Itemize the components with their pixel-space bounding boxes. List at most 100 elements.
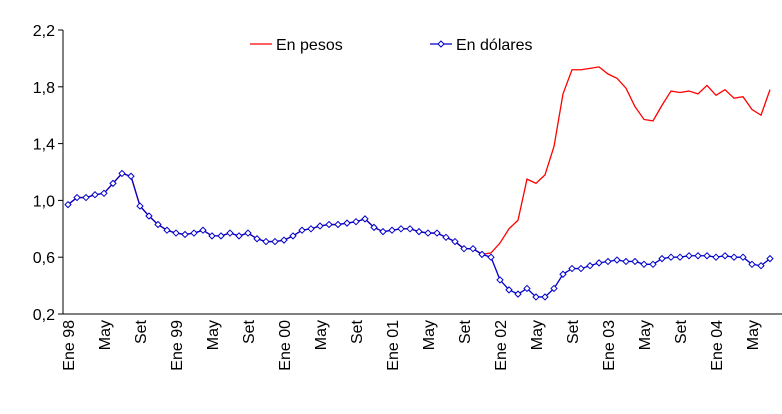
point-marker xyxy=(658,254,666,263)
point-marker xyxy=(199,226,207,234)
point-marker xyxy=(739,253,747,261)
point-marker xyxy=(604,257,612,266)
point-marker xyxy=(352,217,360,226)
point-marker xyxy=(748,260,756,269)
point-marker xyxy=(595,259,603,267)
point-marker xyxy=(559,270,567,278)
point-marker xyxy=(532,293,540,301)
y-tick-label: 0,6 xyxy=(33,250,55,267)
y-tick-label: 1,0 xyxy=(33,193,55,210)
point-marker xyxy=(712,253,720,261)
point-marker xyxy=(298,226,306,234)
x-tick-label: Ene 01 xyxy=(385,320,402,371)
x-tick-label: Set xyxy=(673,319,690,344)
point-marker xyxy=(271,237,279,246)
x-tick-label: Ene 03 xyxy=(601,320,618,371)
point-marker xyxy=(109,179,117,188)
x-tick-label: Ene 00 xyxy=(277,320,294,371)
point-marker xyxy=(424,229,432,237)
point-marker xyxy=(235,232,243,240)
point-marker xyxy=(451,237,459,246)
point-marker xyxy=(208,232,216,240)
point-marker xyxy=(703,252,711,260)
point-marker xyxy=(154,220,162,229)
point-marker xyxy=(91,191,99,199)
x-tick-label: May xyxy=(205,320,222,350)
point-marker xyxy=(316,222,324,230)
point-marker xyxy=(262,237,270,246)
point-marker xyxy=(649,260,657,269)
point-marker xyxy=(667,253,675,261)
point-marker xyxy=(289,232,297,240)
point-marker xyxy=(172,229,180,237)
x-tick-label: Set xyxy=(565,319,582,344)
point-marker xyxy=(577,264,585,273)
point-marker xyxy=(397,225,405,233)
point-marker xyxy=(469,244,477,253)
point-marker xyxy=(118,169,126,178)
x-tick-label: Set xyxy=(349,319,366,344)
point-marker xyxy=(136,202,144,210)
point-marker xyxy=(370,223,378,232)
point-marker xyxy=(145,212,153,220)
point-marker xyxy=(613,256,621,264)
x-tick-label: Set xyxy=(241,319,258,344)
x-tick-label: Ene 04 xyxy=(709,320,726,371)
point-marker xyxy=(388,226,396,234)
x-tick-label: Set xyxy=(457,319,474,344)
series-line xyxy=(67,66,771,256)
point-marker xyxy=(487,253,495,261)
point-marker xyxy=(685,252,693,260)
point-marker xyxy=(766,254,774,263)
y-tick-label: 1,4 xyxy=(33,137,55,154)
point-marker xyxy=(100,189,108,198)
point-marker xyxy=(82,193,90,202)
point-marker xyxy=(478,250,486,259)
point-marker xyxy=(757,262,765,270)
point-marker xyxy=(226,229,234,237)
point-marker xyxy=(379,227,387,236)
point-marker xyxy=(721,252,729,260)
point-marker xyxy=(325,220,333,229)
point-marker xyxy=(622,257,630,266)
point-marker xyxy=(73,193,81,202)
point-marker xyxy=(253,235,261,243)
y-tick-label: 0,2 xyxy=(33,307,55,324)
point-marker xyxy=(406,225,414,233)
x-tick-label: May xyxy=(637,320,654,350)
legend-label: En dólares xyxy=(456,37,533,54)
point-marker xyxy=(181,230,189,239)
y-tick-label: 1,8 xyxy=(33,80,55,97)
x-tick-label: May xyxy=(529,320,546,350)
point-marker xyxy=(505,286,513,294)
point-marker xyxy=(307,225,315,233)
point-marker xyxy=(676,253,684,261)
point-marker xyxy=(244,229,252,237)
x-tick-label: May xyxy=(421,320,438,350)
point-marker xyxy=(640,260,648,269)
point-marker xyxy=(460,244,468,253)
point-marker xyxy=(523,284,531,293)
x-tick-label: Ene 99 xyxy=(169,320,186,371)
x-tick-label: May xyxy=(745,320,762,350)
point-marker xyxy=(361,215,369,223)
point-marker xyxy=(568,264,576,273)
legend-label: En pesos xyxy=(276,37,343,54)
point-marker xyxy=(586,262,594,270)
x-tick-label: May xyxy=(313,320,330,350)
point-marker xyxy=(280,236,288,244)
x-tick-label: Set xyxy=(133,319,150,344)
point-marker xyxy=(442,233,450,242)
point-marker xyxy=(64,200,72,209)
x-tick-label: May xyxy=(97,320,114,350)
point-marker xyxy=(550,284,558,293)
point-marker xyxy=(415,227,423,236)
point-marker xyxy=(514,290,522,298)
x-tick-label: Ene 98 xyxy=(61,320,78,371)
point-marker xyxy=(217,232,225,240)
point-marker xyxy=(730,253,738,261)
y-tick-label: 2,2 xyxy=(33,23,55,40)
legend-marker xyxy=(437,40,445,48)
